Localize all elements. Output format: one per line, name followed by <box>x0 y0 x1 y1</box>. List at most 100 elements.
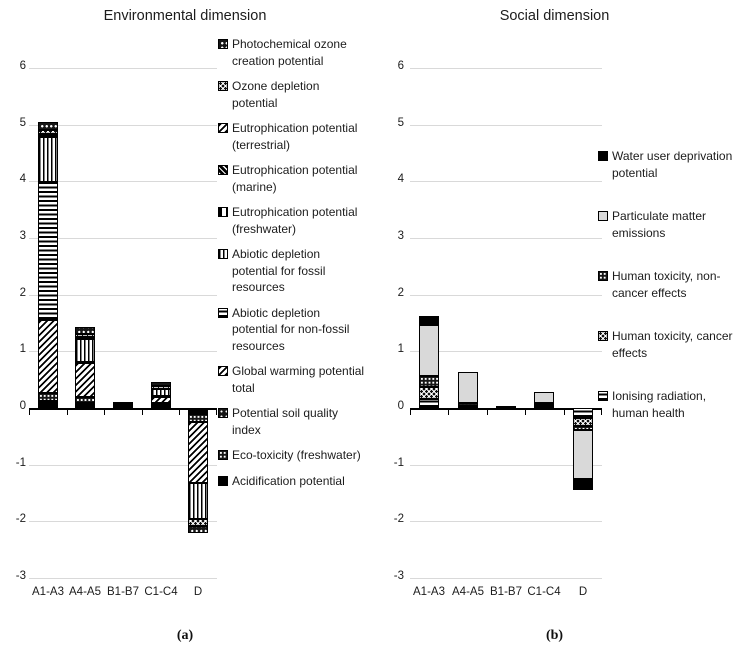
legend-item: Potential soil quality index <box>218 405 368 438</box>
legend-item: Water user deprivation potential <box>598 148 736 181</box>
bar-segment <box>38 134 58 136</box>
legend-label: Human toxicity, non-cancer effects <box>612 269 721 300</box>
bar-segment <box>75 362 95 364</box>
bar-segment <box>113 402 133 404</box>
bar-segment <box>534 403 554 405</box>
legend-label: Acidification potential <box>232 473 345 488</box>
y-axis-tick-label: 3 <box>19 230 26 242</box>
legend-label: Ionising radiation, human health <box>612 389 707 420</box>
axis-tick <box>104 410 105 415</box>
bar-segment <box>188 414 208 422</box>
legend-label: Human toxicity, cancer effects <box>612 329 733 360</box>
legend-item: Human toxicity, non-cancer effects <box>598 268 736 301</box>
gridline <box>29 578 217 580</box>
x-axis-category-label: C1-C4 <box>527 586 561 598</box>
legend-item: Particulate matter emissions <box>598 208 736 241</box>
gridline <box>29 237 217 239</box>
diag-legend-swatch-icon <box>218 366 228 376</box>
legend-item: Ozone depletion potential <box>218 78 368 111</box>
bar-segment <box>573 418 593 426</box>
dots-grid-legend-swatch-icon <box>218 450 228 460</box>
legend-label: Potential soil quality index <box>232 406 339 437</box>
bar-segment <box>419 316 439 325</box>
y-axis-tick-label: 4 <box>397 173 404 185</box>
chart-group-environmental: Environmental dimension A1-A3 A4-A5 B1-B7 C… <box>15 8 368 643</box>
y-axis-tick-label: 4 <box>19 173 26 185</box>
bar-segment <box>573 408 593 418</box>
solid-black-legend-swatch-icon <box>598 151 608 161</box>
gridline <box>410 351 602 353</box>
bar-segment <box>573 430 593 479</box>
bar-segment <box>496 406 516 408</box>
caption-b: (b) <box>545 628 564 643</box>
legend-item: Acidification potential <box>218 473 368 490</box>
bar-segment <box>38 137 58 182</box>
bar-segment <box>188 422 208 483</box>
bar-segment <box>188 408 208 414</box>
bar-segment <box>188 519 208 526</box>
gridline <box>410 521 602 523</box>
y-axis-tick-label: -3 <box>393 570 404 582</box>
chart-title-social: Social dimension <box>499 8 610 24</box>
bar-segment <box>419 325 439 376</box>
legend-item: Abiotic depletion potential for fossil r… <box>218 246 368 296</box>
vlines-legend-swatch-icon <box>218 249 228 259</box>
gridline <box>410 578 602 580</box>
axis-tick <box>410 410 411 415</box>
dots-grid-legend-swatch-icon <box>598 271 608 281</box>
bar-segment <box>419 376 439 387</box>
y-axis-tick-label: 1 <box>397 343 404 355</box>
bar-segment <box>75 334 95 337</box>
bar-segment <box>75 338 95 362</box>
bar-segment <box>458 403 478 406</box>
y-axis-tick-label: 3 <box>397 230 404 242</box>
bar-segment <box>38 122 58 130</box>
vbar-legend-swatch-icon <box>218 207 228 217</box>
x-axis-line <box>410 408 602 410</box>
bar-segment <box>534 405 554 407</box>
y-axis-tick-label: 5 <box>397 117 404 129</box>
legend-item: Global warming potential total <box>218 363 368 396</box>
gridline <box>29 181 217 183</box>
legend-social: Water user deprivation potential Particul… <box>598 148 736 421</box>
axis-tick <box>67 410 68 415</box>
legend-item: Eutrophication potential (marine) <box>218 162 368 195</box>
bar-segment <box>419 399 439 408</box>
legend-item: Ionising radiation, human health <box>598 388 736 421</box>
bar-segment <box>534 392 554 403</box>
x-axis-category-label: A4-A5 <box>452 586 484 598</box>
bar-segment <box>38 401 58 408</box>
y-axis-tick-label: -3 <box>15 570 26 582</box>
axis-tick <box>487 410 488 415</box>
gridline <box>29 124 217 126</box>
y-axis-tick-label: 2 <box>397 287 404 299</box>
bar-segment <box>573 479 593 490</box>
caption-a: (a) <box>176 628 194 643</box>
x-axis-category-label: A4-A5 <box>69 586 101 598</box>
bar-segment <box>188 526 208 533</box>
gridline <box>410 464 602 466</box>
bar-segment <box>38 182 58 320</box>
x-axis-category-label: A1-A3 <box>32 586 64 598</box>
bar-segment <box>458 406 478 408</box>
x-hatch-legend-swatch-icon <box>598 331 608 341</box>
gridline <box>410 294 602 296</box>
hlines-legend-swatch-icon <box>218 307 228 318</box>
bar-segment <box>573 426 593 430</box>
axis-tick <box>179 410 180 415</box>
y-axis-tick-label: 6 <box>19 60 26 72</box>
legend-label: Abiotic depletion potential for fossil r… <box>232 247 326 294</box>
plot-area-social: A1-A3 A4-A5 B1-B7 C1-C4 D <box>410 40 602 600</box>
y-axis-tick-label: 2 <box>19 287 26 299</box>
legend-label: Eutrophication potential (marine) <box>232 163 358 194</box>
bar-segment <box>419 387 439 399</box>
bar-segment <box>38 320 58 393</box>
gridline <box>29 464 217 466</box>
x-axis-category-label: B1-B7 <box>107 586 139 598</box>
y-axis-tick-label: -2 <box>15 513 26 525</box>
bar-segment <box>75 403 95 408</box>
chart-group-social: Social dimension A1-A3 A4-A5 B1-B7 C1-C4 D 6… <box>370 0 739 660</box>
axis-tick <box>216 410 217 415</box>
gridline <box>29 294 217 296</box>
x-axis-category-label: C1-C4 <box>144 586 178 598</box>
